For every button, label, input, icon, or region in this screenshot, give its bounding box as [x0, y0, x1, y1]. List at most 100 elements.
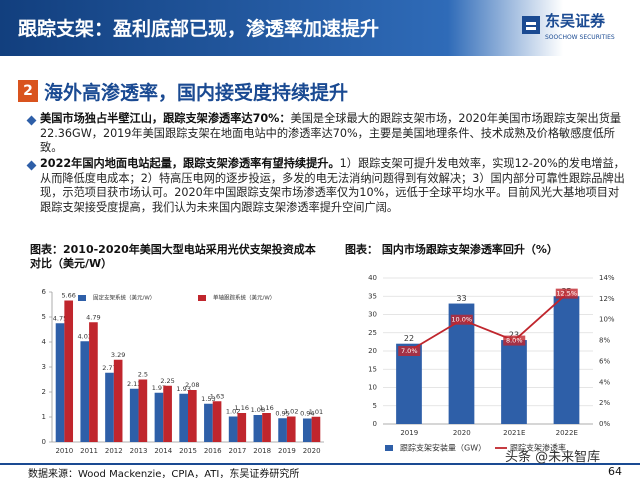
y2-tick-label: 0% — [599, 420, 610, 428]
value-label-box — [450, 314, 473, 325]
bar — [89, 322, 98, 442]
y2-tick-label: 10% — [599, 316, 615, 324]
value-label: 1.16 — [235, 404, 249, 412]
value-label: 2.5 — [138, 371, 148, 379]
bullet-marker — [26, 115, 37, 126]
section-title: 海外高渗透率，国内接受度持续提升 — [44, 82, 349, 104]
logo-icon — [522, 16, 540, 34]
bullet-text: 1）跟踪支架可提升发电效率，实现12-20%的发电增益，从而降低度电成本；2）特… — [40, 157, 625, 214]
y2-tick-label: 8% — [599, 337, 610, 345]
bullet-lead: 2022年国内地面电站起量，跟踪支架渗透率有望持续提升。 — [40, 157, 340, 170]
value-label: 7.0% — [401, 347, 418, 355]
y-tick-label: 5 — [373, 402, 377, 410]
y-tick-label: 35 — [368, 292, 377, 300]
x-tick-label: 2019 — [278, 447, 296, 455]
bar — [228, 416, 238, 442]
bar — [286, 416, 296, 442]
y-tick-label: 15 — [368, 365, 377, 373]
x-tick-label: 2020 — [453, 429, 471, 437]
x-tick-label: 2019 — [400, 429, 418, 437]
y2-tick-label: 4% — [599, 378, 610, 386]
y-tick-label: 20 — [368, 347, 377, 355]
value-label: 0.95 — [275, 409, 289, 417]
legend-label: 跟踪支架安装量（GW） — [400, 443, 486, 453]
y2-tick-label: 2% — [599, 399, 610, 407]
y-tick-label: 2 — [42, 388, 46, 396]
bar — [188, 390, 197, 442]
x-tick-label: 2011 — [80, 447, 98, 455]
bullet-marker — [26, 160, 37, 171]
x-tick-label: 2018 — [253, 447, 271, 455]
header-title: 跟踪支架：盈利底部已现，渗透率加速提升 — [18, 18, 380, 40]
bar — [80, 341, 90, 442]
x-tick-label: 2013 — [130, 447, 148, 455]
value-label: 1.53 — [201, 395, 215, 403]
bar — [64, 300, 74, 442]
bar — [553, 296, 580, 424]
value-label: 4.79 — [86, 313, 100, 321]
chart-title: 图表： 国内市场跟踪支架渗透率回升（%） — [345, 243, 558, 256]
y-tick-label: 0 — [42, 438, 46, 446]
x-tick-label: 2016 — [204, 447, 222, 455]
bar — [105, 372, 114, 442]
bar — [154, 392, 164, 442]
bar — [302, 418, 312, 442]
x-tick-label: 2010 — [55, 447, 73, 455]
bar — [311, 416, 321, 442]
y-tick-label: 5 — [42, 313, 46, 321]
value-label-box — [503, 335, 526, 346]
y-tick-label: 0 — [373, 420, 377, 428]
bullet: 2022年国内地面电站起量，跟踪支架渗透率有望持续提升。1）跟踪支架可提升发电效… — [40, 157, 630, 215]
value-label: 1.63 — [210, 392, 224, 400]
line — [408, 292, 568, 352]
x-tick-label: 2012 — [105, 447, 123, 455]
bar — [55, 323, 65, 442]
legend-label: 单轴跟踪系统（美元/W） — [213, 294, 275, 302]
x-tick-label: 2015 — [179, 447, 197, 455]
y-tick-label: 1 — [42, 413, 46, 421]
bullet-lead: 美国市场独占半壁江山，跟踪支架渗透率达70%： — [40, 112, 291, 125]
legend-swatch — [198, 295, 206, 301]
logo-text: 东吴证券 — [545, 12, 606, 30]
legend-label: 固定支架系统（美元/W） — [93, 294, 155, 302]
page-number: 64 — [608, 465, 622, 478]
value-label: 12.5% — [556, 290, 577, 298]
value-label: 5.66 — [61, 292, 75, 300]
value-label: 8.0% — [506, 337, 523, 345]
value-label: 1.02 — [226, 408, 240, 416]
chart: 0 1 2 3 4 5 6 2010 2011 2012 2013 2014 2015 2016 2017 2… — [42, 288, 324, 455]
value-label: 33 — [456, 294, 466, 303]
bar — [163, 385, 172, 442]
bullet: 美国市场独占半壁江山，跟踪支架渗透率达70%：美国是全球最大的跟踪支架市场，20… — [40, 112, 630, 156]
value-label: 2.08 — [185, 381, 199, 389]
legend-swatch — [78, 295, 86, 301]
value-label: 1.97 — [152, 384, 166, 392]
x-tick-label: 2014 — [154, 447, 172, 455]
y2-tick-label: 6% — [599, 357, 610, 365]
value-label: 10.0% — [451, 316, 472, 324]
value-label: 1.16 — [259, 404, 273, 412]
y-tick-label: 25 — [368, 329, 377, 337]
bar — [138, 379, 148, 442]
y2-tick-label: 14% — [599, 274, 615, 282]
chart: 0 5 10 15 20 25 30 35 40 0% 2% 4% 6% 8% 10% 12% 14% 2019 2… — [368, 274, 615, 453]
source: 数据来源：Wood Mackenzie，CPIA，ATI，东吴证券研究所 — [28, 469, 300, 478]
value-label: 1.08 — [251, 406, 265, 414]
section-number: 2 — [18, 80, 38, 102]
chart-title: 图表：2010-2020年美国大型电站采用光伏支架投资成本对比（美元/W） — [30, 243, 316, 270]
x-tick-label: 2020 — [303, 447, 321, 455]
logo-subtext: SOOCHOW SECURITIES — [545, 34, 615, 41]
value-label: 1.93 — [176, 385, 190, 393]
x-tick-label: 2017 — [229, 447, 247, 455]
value-label: 4.75 — [53, 314, 67, 322]
bar — [396, 343, 422, 424]
legend-swatch — [385, 445, 393, 451]
value-label: 1.02 — [284, 408, 298, 416]
value-label: 2.25 — [160, 377, 174, 385]
value-label: 1.01 — [309, 408, 323, 416]
watermark: 头条 @未来智库 — [505, 450, 601, 465]
bar — [204, 403, 213, 442]
footer-line — [0, 463, 640, 478]
bar — [253, 415, 263, 442]
value-label-box — [555, 288, 578, 299]
